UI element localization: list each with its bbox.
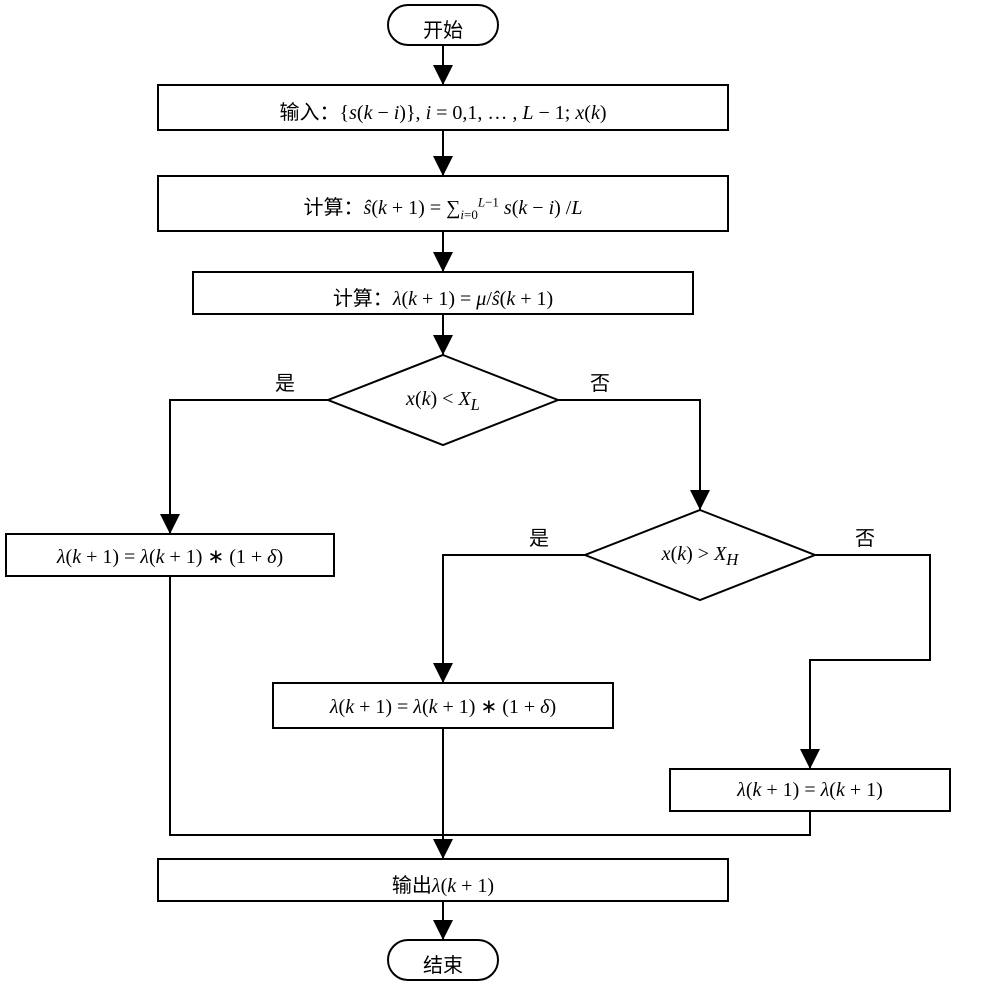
input-label: 输入：{s(k − i)}, i = 0,1, … , L − 1; x(k) (158, 96, 728, 125)
proc2-label: λ(k + 1) = λ(k + 1) ∗ (1 + δ) (273, 694, 613, 719)
calc1-label: 计算：ŝ(k + 1) = ∑i=0L−1 s(k − i) /L (158, 191, 728, 223)
proc3-label: λ(k + 1) = λ(k + 1) (670, 779, 950, 802)
edge-dec2-proc3 (810, 555, 930, 769)
edge-dec2-proc2 (443, 555, 585, 683)
edge-dec1-proc1 (170, 400, 328, 534)
end-label: 结束 (388, 949, 498, 978)
proc1-label: λ(k + 1) = λ(k + 1) ∗ (1 + δ) (6, 544, 334, 569)
dec1-no-label: 否 (590, 367, 610, 396)
dec2-yes-label: 是 (529, 522, 549, 551)
dec1-yes-label: 是 (275, 367, 295, 396)
start-label: 开始 (388, 14, 498, 43)
output-label: 输出λ(k + 1) (158, 869, 728, 898)
calc2-label: 计算：λ(k + 1) = μ/ŝ(k + 1) (193, 282, 693, 311)
flowchart-canvas (0, 0, 986, 1000)
dec2-no-label: 否 (855, 522, 875, 551)
edge-dec1-dec2 (558, 400, 700, 510)
edge-proc3-output (443, 811, 810, 835)
dec2-label: x(k) > XH (585, 543, 815, 570)
dec1-label: x(k) < XL (328, 388, 558, 415)
